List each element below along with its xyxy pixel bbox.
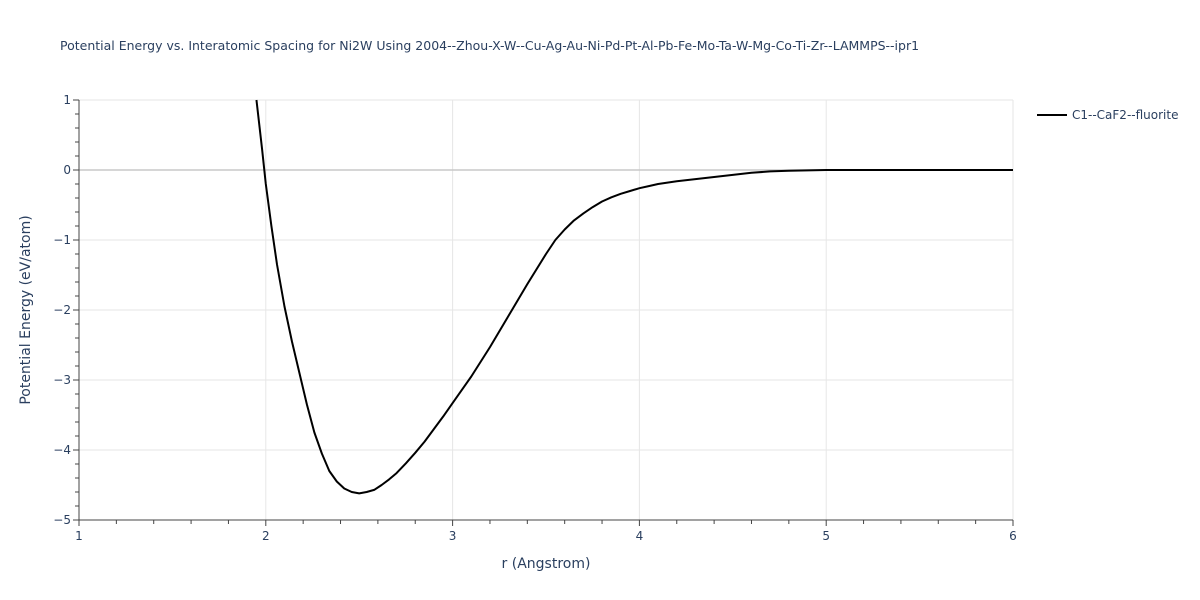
y-tick-label: 0: [63, 163, 71, 177]
x-tick-label: 3: [449, 529, 457, 543]
y-tick-label: −2: [53, 303, 71, 317]
x-tick-label: 1: [75, 529, 83, 543]
y-axis-ticks: −5 −4 −3 −2 −1 0 1: [53, 93, 79, 527]
y-tick-label: −4: [53, 443, 71, 457]
legend[interactable]: C1--CaF2--fluorite: [1037, 108, 1178, 122]
y-tick-label: −1: [53, 233, 71, 247]
y-tick-label: 1: [63, 93, 71, 107]
x-axis-title: r (Angstrom): [502, 556, 591, 572]
x-tick-label: 2: [262, 529, 270, 543]
x-tick-label: 4: [636, 529, 644, 543]
x-tick-label: 5: [822, 529, 830, 543]
y-tick-label: −5: [53, 513, 71, 527]
chart-title: Potential Energy vs. Interatomic Spacing…: [60, 38, 919, 53]
legend-label: C1--CaF2--fluorite: [1072, 108, 1178, 122]
series-line: [255, 99, 1013, 495]
y-axis-title: Potential Energy (eV/atom): [18, 215, 34, 404]
x-axis-ticks: 1 2 3 4 5 6: [75, 520, 1017, 543]
y-tick-label: −3: [53, 373, 71, 387]
x-tick-label: 6: [1009, 529, 1017, 543]
series-group: [255, 99, 1013, 495]
gridlines: [78, 99, 1014, 521]
